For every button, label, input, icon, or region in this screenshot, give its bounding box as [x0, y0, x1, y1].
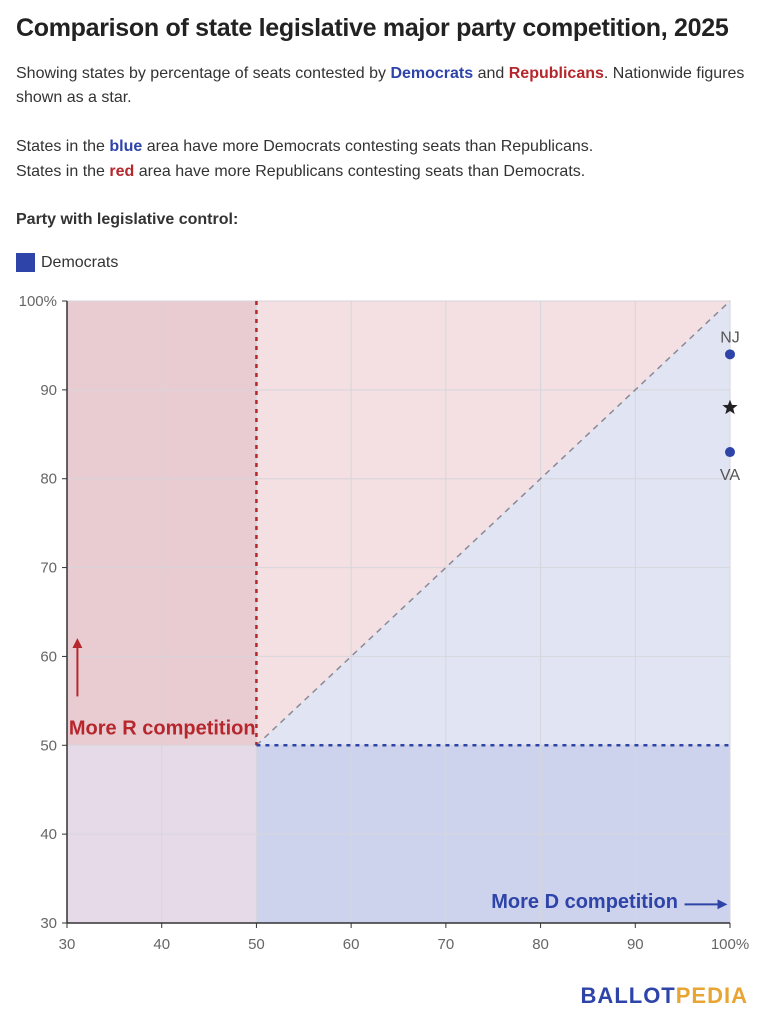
y-tick-label: 50	[40, 737, 57, 754]
subtitle-republicans: Republicans	[508, 65, 604, 82]
subtitle-text-1: Showing states by percentage of seats co…	[16, 65, 391, 82]
note-blue-pre: States in the	[16, 138, 110, 155]
chart-title: Comparison of state legislative major pa…	[16, 14, 729, 42]
legend-label-democrats: Democrats	[41, 253, 119, 271]
point-label-va: VA	[720, 467, 740, 484]
annotation-layer: More R competition More D competition	[69, 638, 728, 913]
note-red-post: area have more Republicans contesting se…	[134, 163, 586, 180]
y-tick-label: 90	[40, 382, 57, 399]
y-tick-label: 100%	[19, 293, 57, 310]
subtitle-text-2: . Nationwide figures shown as a star.	[16, 65, 745, 106]
note-red-area: States in the red area have more Republi…	[16, 160, 752, 184]
logo-pedia: PEDIA	[675, 983, 748, 1008]
x-tick-label: 60	[343, 936, 360, 953]
legend-swatch-democrats	[16, 253, 35, 272]
note-blue-word: blue	[109, 138, 143, 155]
y-tick-label: 80	[40, 471, 57, 488]
y-tick-label: 40	[40, 826, 57, 843]
points-layer: NJ VA	[720, 329, 740, 484]
reference-lines	[255, 300, 731, 747]
x-tick-label: 30	[59, 936, 76, 953]
x-tick-label: 40	[153, 936, 170, 953]
x-tick-label: 80	[532, 936, 549, 953]
legend-item-democrats[interactable]: Democrats	[16, 253, 118, 272]
y-tick-label: 60	[40, 648, 57, 665]
more-r-competition-label: More R competition	[69, 718, 256, 740]
x-tick-label: 50	[248, 936, 265, 953]
note-blue-post: area have more Democrats contesting seat…	[142, 138, 594, 155]
x-tick-label: 70	[438, 936, 455, 953]
axis-layer: 30 40 50 60 70 80 90 100% 30 40 50 60 70 80 90 100%	[19, 293, 750, 953]
x-tick-label: 100%	[711, 936, 749, 953]
subtitle-and: and	[473, 65, 509, 82]
nationwide-star-marker	[722, 399, 738, 415]
note-blue-area: States in the blue area have more Democr…	[16, 135, 752, 159]
point-va	[725, 447, 735, 458]
subtitle-democrats: Democrats	[390, 65, 474, 82]
point-label-nj: NJ	[720, 329, 740, 346]
logo-ballot: BALLOT	[580, 983, 676, 1008]
note-red-pre: States in the	[16, 163, 110, 180]
x-tick-label: 90	[627, 936, 644, 953]
y-tick-label: 70	[40, 560, 57, 577]
point-nj	[725, 349, 735, 360]
legend-title: Party with legislative control:	[16, 211, 239, 228]
chart-subtitle: Showing states by percentage of seats co…	[16, 62, 752, 110]
ballotpedia-logo: BALLOTPEDIA	[581, 983, 748, 1009]
region-more-republicans	[67, 301, 730, 746]
more-d-competition-label: More D competition	[491, 891, 678, 913]
y-tick-label: 30	[40, 915, 57, 932]
parity-diagonal-line	[255, 300, 731, 746]
note-red-word: red	[109, 163, 135, 180]
scatter-chart: 30 40 50 60 70 80 90 100% 30 40 50 60 70 80 90 100% Mor…	[19, 293, 750, 953]
